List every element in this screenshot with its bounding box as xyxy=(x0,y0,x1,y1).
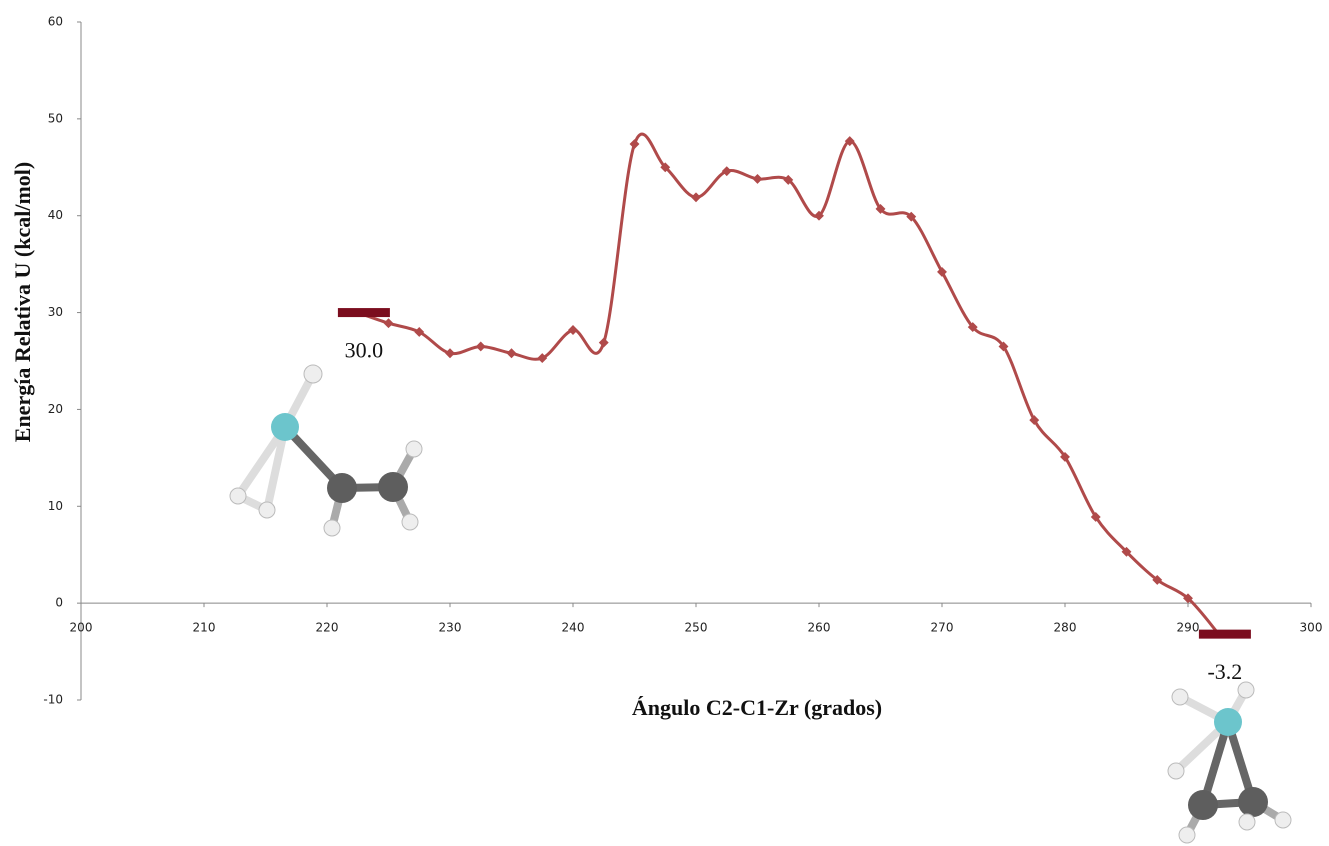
point xyxy=(598,337,609,348)
curve xyxy=(357,132,1220,636)
x-tick-label: 260 xyxy=(808,621,831,635)
point xyxy=(414,326,425,337)
point xyxy=(752,173,763,184)
y-tick-label: 40 xyxy=(48,208,63,222)
y-tick-label: 50 xyxy=(48,111,63,125)
point xyxy=(506,348,517,359)
x-tick-label: 220 xyxy=(316,621,339,635)
point xyxy=(475,341,486,352)
point xyxy=(844,136,855,147)
x-tick-label: 230 xyxy=(439,621,462,635)
point xyxy=(629,139,640,149)
point xyxy=(967,322,978,333)
energy-level xyxy=(1198,629,1251,639)
point xyxy=(875,203,886,214)
y-tick-label: 10 xyxy=(48,499,63,513)
point xyxy=(906,211,917,222)
y-tick-label: 30 xyxy=(48,305,63,319)
x-axis-label: Ángulo C2-C1-Zr (grados) xyxy=(632,695,882,720)
y-tick-label: 60 xyxy=(48,15,63,29)
y-tick-label: 0 xyxy=(55,596,63,610)
value-label: 30.0 xyxy=(345,338,384,363)
point xyxy=(1121,546,1132,557)
molecule-reactant xyxy=(229,364,423,537)
x-tick-label: 290 xyxy=(1177,621,1200,635)
x-tick-label: 280 xyxy=(1054,621,1077,635)
point xyxy=(383,318,394,329)
molecule-product xyxy=(1167,681,1292,844)
point xyxy=(937,266,947,277)
point xyxy=(1183,593,1193,604)
point xyxy=(660,162,671,173)
x-tick-label: 210 xyxy=(193,621,216,635)
point xyxy=(1029,415,1040,426)
point xyxy=(1090,511,1101,522)
y-tick-label: -10 xyxy=(43,693,63,707)
point xyxy=(783,174,794,185)
point xyxy=(1152,574,1163,585)
x-tick-label: 200 xyxy=(70,621,93,635)
x-tick-label: 300 xyxy=(1300,621,1323,635)
point xyxy=(445,348,455,359)
point xyxy=(998,341,1009,352)
point xyxy=(568,325,578,335)
point xyxy=(814,210,824,221)
point xyxy=(537,353,548,364)
y-tick-label: 20 xyxy=(48,402,63,416)
energy-level xyxy=(337,308,390,318)
value-label: -3.2 xyxy=(1207,659,1242,684)
point xyxy=(691,192,701,203)
point xyxy=(721,166,732,177)
x-tick-label: 240 xyxy=(562,621,585,635)
x-tick-label: 250 xyxy=(685,621,708,635)
x-tick-label: 270 xyxy=(931,621,954,635)
point xyxy=(1060,451,1070,462)
y-axis-label: Energía Relativa U (kcal/mol) xyxy=(10,162,35,442)
